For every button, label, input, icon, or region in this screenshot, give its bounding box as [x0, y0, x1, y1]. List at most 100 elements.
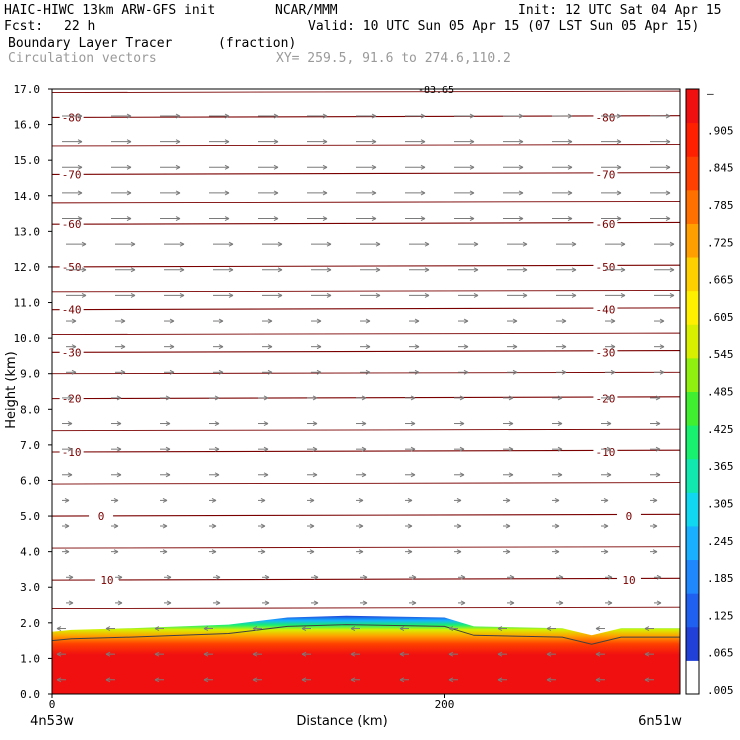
colorbar-label: .185 [707, 572, 734, 585]
colorbar-label: .245 [707, 535, 734, 548]
vector-head [469, 113, 475, 119]
field-units: (fraction) [218, 36, 297, 51]
vector-head [263, 472, 269, 478]
vector-head [77, 164, 83, 170]
colorbar-swatch [686, 660, 699, 695]
vector-head [350, 626, 356, 631]
vector-head [399, 626, 405, 631]
vector-head [130, 292, 136, 298]
axes: 0.0 1.0 2.0 3.0 4.0 5.0 6.0 7.0 8.0 9.0 10.0 11.0 12… [14, 83, 681, 711]
vector-head [301, 677, 307, 683]
vector-head [652, 549, 658, 555]
colorbar-swatch [686, 189, 699, 224]
vector-head [469, 190, 475, 196]
y-tick-label: 5.0 [20, 510, 40, 523]
y-tick-label: 8.0 [20, 403, 40, 416]
contour-label: -70 [62, 168, 82, 181]
vector-head [67, 472, 73, 478]
vector-head [371, 113, 377, 119]
vector-head [371, 139, 377, 145]
y-tick-label: 10.0 [14, 332, 41, 345]
contour-label-bg [59, 446, 84, 457]
vector-head [361, 395, 367, 401]
vector-head [554, 497, 560, 503]
vector-head [607, 574, 613, 580]
vector-head [518, 190, 524, 196]
contour-label-bg [59, 346, 84, 358]
vector-head [162, 549, 168, 555]
vector-head [105, 677, 111, 683]
init-time: Init: 12 UTC Sat 04 Apr 15 [518, 3, 722, 18]
contour-line-minor [51, 289, 681, 293]
contour-label-bg [593, 303, 618, 315]
vector-head [603, 497, 609, 503]
colorbar-swatch [686, 458, 699, 493]
vector-head [469, 216, 475, 221]
vector-head [448, 626, 454, 631]
vector-head [567, 139, 573, 145]
contour-label: -40 [62, 304, 82, 317]
vector-head [260, 497, 266, 503]
vector-head [67, 395, 73, 401]
vector-head [616, 164, 622, 170]
colorbar-label: .545 [707, 348, 734, 361]
colorbar-label: .305 [707, 497, 734, 510]
vector-head [558, 574, 564, 580]
vector-head [126, 164, 132, 170]
vector-head [322, 216, 328, 221]
vector-head [126, 216, 132, 221]
contour-label: -40 [595, 304, 615, 317]
vector-head [81, 292, 87, 298]
vector-head [273, 190, 279, 196]
vector-head [316, 369, 322, 375]
vector-head [659, 344, 665, 350]
contour-line-minor [51, 332, 681, 336]
vector-head [273, 216, 279, 221]
vector-head [203, 626, 209, 631]
vector-head [448, 651, 454, 657]
vector-head [469, 164, 475, 170]
vector-head [224, 216, 230, 221]
vector-head [414, 318, 420, 324]
vector-head [116, 446, 122, 452]
colorbar-swatch [686, 492, 699, 527]
colorbar: – .905 .845 .785 .725 .665 .605 .545 .485 .425 .36… [685, 87, 734, 697]
vector-head [68, 574, 74, 580]
contour-label-bg [616, 574, 641, 586]
vector-head [326, 267, 332, 273]
vector-head [459, 421, 465, 426]
colorbar-label: – [707, 87, 714, 100]
vector-head [595, 677, 601, 683]
vector-head [116, 395, 122, 401]
vector-head [595, 651, 601, 657]
vector-head [169, 318, 175, 324]
org-label: NCAR/MMM [275, 3, 338, 18]
vector-head [665, 139, 671, 145]
contour-label-bg [59, 303, 84, 315]
vector-head [508, 472, 514, 478]
vector-head [554, 549, 560, 555]
vector-head [71, 344, 77, 350]
vector-head [375, 292, 381, 298]
vector-head [554, 523, 560, 529]
vector-head [655, 472, 661, 478]
vector-head [644, 677, 650, 683]
vector-head [365, 318, 371, 324]
vector-head [603, 523, 609, 529]
vector-head [277, 267, 283, 273]
vector-head [497, 677, 503, 683]
vector-head [371, 164, 377, 170]
colorbar-label: .785 [707, 199, 734, 212]
vector-head [420, 164, 426, 170]
contour-label-bg [59, 218, 84, 230]
vector-head [260, 523, 266, 529]
vector-head [154, 626, 160, 631]
vector-head [414, 369, 420, 375]
colorbar-swatch [686, 290, 699, 325]
vector-head [67, 446, 73, 452]
vector-head [81, 241, 87, 247]
vector-head [309, 523, 315, 529]
vector-head [175, 190, 181, 196]
vector-head [420, 113, 426, 119]
vector-head [264, 600, 270, 606]
